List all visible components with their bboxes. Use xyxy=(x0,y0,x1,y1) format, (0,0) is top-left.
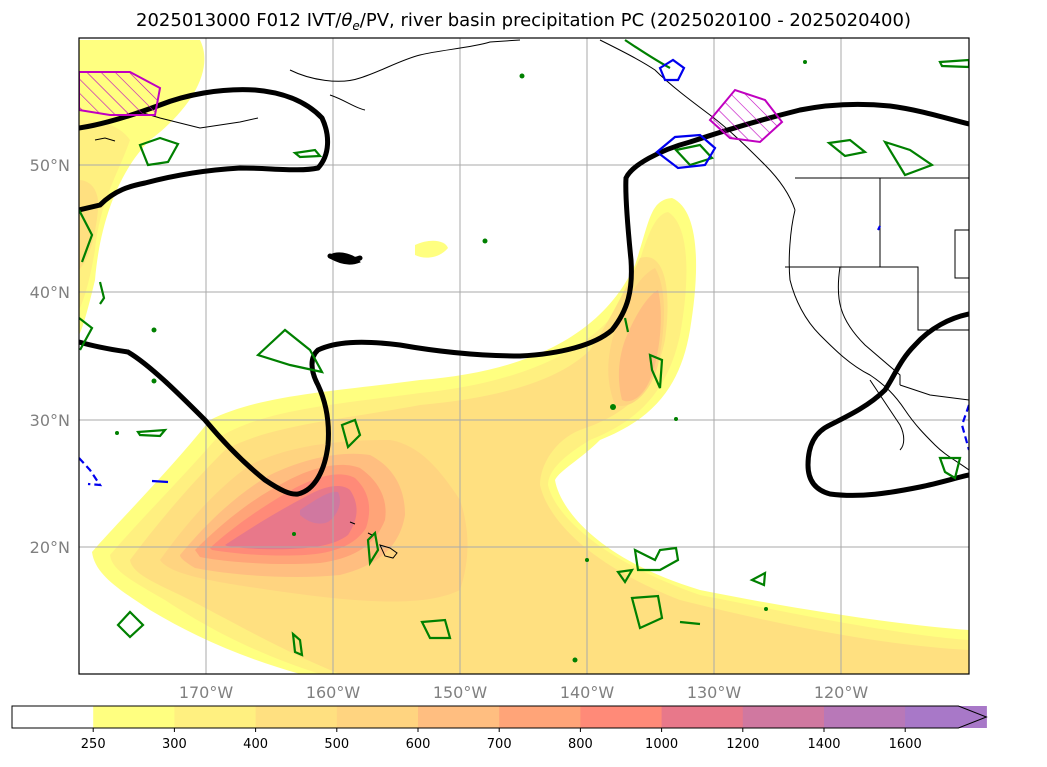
colorbar-outline xyxy=(11,705,988,729)
colorbar-tick-label: 600 xyxy=(406,737,431,752)
lat-label-40n: 40°N xyxy=(30,283,70,302)
colorbar-segment xyxy=(174,706,257,728)
lon-label-150w: 150°W xyxy=(433,683,488,702)
colorbar-tick-label: 500 xyxy=(324,737,349,752)
colorbar-segment xyxy=(12,706,94,728)
colorbar-segment xyxy=(499,706,581,728)
colorbar-segment xyxy=(742,706,825,728)
colorbar-tick-label: 1200 xyxy=(726,737,759,752)
pv-contours-blue xyxy=(79,58,969,487)
colorbar-tick-label: 700 xyxy=(487,737,512,752)
map-gridlines xyxy=(79,38,969,674)
colorbar-segment xyxy=(824,706,906,728)
colorbar-tick-label: 400 xyxy=(243,737,268,752)
colorbar: 250 300 400 500 600 700 800 1000 1200 1400 1600 xyxy=(11,705,988,752)
coastlines xyxy=(94,39,969,559)
colorbar-tick-label: 250 xyxy=(81,737,106,752)
lat-label-20n: 20°N xyxy=(30,538,70,557)
colorbar-segment xyxy=(255,706,338,728)
colorbar-segment xyxy=(580,706,663,728)
lat-labels: 50°N 40°N 30°N 20°N xyxy=(30,156,70,557)
lon-label-130w: 130°W xyxy=(687,683,742,702)
pv-contours-green xyxy=(79,39,969,657)
plot-frame xyxy=(78,37,970,675)
pv-contours-magenta xyxy=(79,71,784,144)
lon-label-160w: 160°W xyxy=(306,683,361,702)
colorbar-segment xyxy=(93,706,175,728)
lon-label-120w: 120°W xyxy=(814,683,869,702)
colorbar-extend-arrow xyxy=(905,706,987,728)
lon-label-170w: 170°W xyxy=(179,683,234,702)
colorbar-segment xyxy=(661,706,744,728)
lon-labels: 170°W 160°W 150°W 140°W 130°W 120°W xyxy=(179,683,869,702)
colorbar-tick-label: 1000 xyxy=(645,737,678,752)
lat-label-30n: 30°N xyxy=(30,411,70,430)
pv-dots xyxy=(115,60,807,663)
map-title: 2025013000 F012 IVT/θe/PV, river basin p… xyxy=(136,10,911,33)
colorbar-segment xyxy=(418,706,500,728)
colorbar-tick-label: 1600 xyxy=(889,737,922,752)
colorbar-segment xyxy=(336,706,419,728)
colorbar-tick-label: 800 xyxy=(568,737,593,752)
ivt-shading xyxy=(79,40,969,674)
colorbar-tick-label: 1400 xyxy=(807,737,840,752)
lon-label-140w: 140°W xyxy=(560,683,615,702)
colorbar-tick-label: 300 xyxy=(162,737,187,752)
lat-label-50n: 50°N xyxy=(30,156,70,175)
